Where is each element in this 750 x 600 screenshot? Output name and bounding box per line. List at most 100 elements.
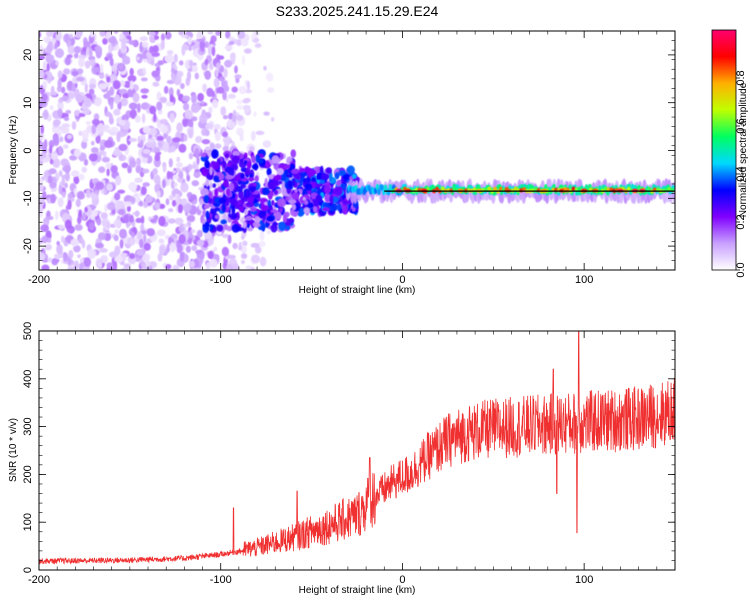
heatmap-cell (61, 95, 69, 101)
heatmap-cell (89, 83, 96, 89)
heatmap-cell (214, 188, 219, 198)
heatmap-cell (200, 42, 205, 52)
heatmap-cell (171, 72, 177, 82)
heatmap-cell (64, 219, 72, 230)
heatmap-cell (178, 143, 187, 153)
heatmap-cell (66, 134, 73, 140)
heatmap-cell (82, 47, 87, 52)
heatmap-cell (238, 85, 247, 95)
heatmap-cell (201, 168, 208, 177)
heatmap-cell (63, 68, 71, 75)
heatmap-cell (154, 202, 161, 210)
heatmap-cell (70, 238, 79, 247)
heatmap-cell (211, 149, 218, 159)
heatmap-cell (278, 180, 282, 185)
heatmap-cell (51, 258, 59, 266)
heatmap-cell (136, 103, 141, 113)
heatmap-cell (52, 158, 61, 169)
heatmap-cell (43, 36, 52, 43)
heatmap-cell (98, 83, 108, 90)
heatmap-cell (142, 182, 150, 187)
heatmap-cell (273, 211, 282, 221)
heatmap-cell (64, 33, 69, 42)
heatmap-cell (166, 135, 172, 144)
heatmap-cell (203, 195, 209, 203)
heatmap-cell (102, 38, 108, 45)
heatmap-cell (188, 231, 193, 239)
heatmap-cell (40, 224, 49, 232)
heatmap-cell (112, 149, 122, 157)
heatmap-cell (49, 105, 54, 111)
heatmap-cell (142, 149, 151, 154)
heatmap-cell (169, 94, 174, 103)
heatmap-cell (135, 164, 142, 173)
heatmap-cell (58, 125, 66, 130)
heatmap-cell (132, 92, 140, 103)
heatmap-cell (95, 134, 101, 144)
heatmap-cell (270, 117, 275, 122)
heatmap-cell (259, 256, 267, 267)
heatmap-cell (163, 85, 169, 94)
heatmap-cell (387, 188, 391, 196)
heatmap-cell (166, 50, 174, 55)
heatmap-cell (215, 62, 221, 69)
heatmap-cell (302, 196, 307, 201)
heatmap-cell (196, 229, 203, 238)
heatmap-cell (329, 194, 334, 204)
heatmap-cell (267, 199, 272, 207)
heatmap-cell (208, 192, 212, 199)
heatmap-cell (64, 171, 70, 182)
heatmap-cell (39, 160, 44, 165)
heatmap-cell (251, 163, 259, 170)
heatmap-cell (105, 221, 111, 230)
heatmap-cell (46, 31, 54, 37)
heatmap-cell (96, 217, 102, 226)
heatmap-cell (160, 39, 165, 50)
heatmap-cell (265, 159, 270, 169)
heatmap-cell (254, 43, 262, 48)
heatmap-cell (285, 225, 291, 231)
heatmap-cell (435, 186, 439, 192)
heatmap-cell (104, 140, 113, 148)
heatmap-cell (206, 87, 214, 97)
snr-frame (38, 330, 676, 571)
heatmap-cell (221, 233, 230, 238)
heatmap-cell (156, 190, 161, 198)
spectrogram-y-tick-label: -20 (22, 238, 34, 254)
heatmap-cell (90, 140, 95, 146)
heatmap-cell (179, 251, 185, 262)
heatmap-cell (342, 174, 351, 180)
heatmap-cell (222, 115, 229, 120)
heatmap-cell (440, 186, 445, 191)
heatmap-cell (121, 162, 129, 169)
heatmap-cell (205, 178, 209, 188)
heatmap-cell (194, 147, 200, 159)
heatmap-cell (240, 253, 248, 259)
heatmap-cell (127, 75, 137, 83)
heatmap-cell (191, 245, 198, 252)
heatmap-cell (202, 83, 208, 93)
heatmap-cell (252, 221, 261, 228)
heatmap-cell (73, 175, 80, 185)
heatmap-cell (91, 118, 100, 126)
heatmap-cell (182, 119, 188, 127)
heatmap-cell (169, 112, 175, 123)
heatmap-cell (246, 201, 255, 208)
heatmap-cell (105, 162, 112, 169)
heatmap-cell (352, 173, 357, 179)
heatmap-cell (271, 155, 280, 164)
heatmap-cell (270, 223, 278, 233)
heatmap-cell (176, 156, 181, 163)
colorbar-tick-label: 0.0 (735, 262, 747, 277)
heatmap-cell (201, 139, 211, 145)
heatmap-cell (214, 207, 221, 212)
heatmap-cell (128, 253, 136, 259)
heatmap-cell (46, 216, 54, 220)
heatmap-cell (250, 130, 256, 142)
heatmap-cell (106, 262, 113, 269)
heatmap-cell (238, 190, 244, 199)
heatmap-cell (75, 198, 81, 208)
heatmap-cell (222, 90, 227, 101)
heatmap-cell (81, 140, 88, 149)
heatmap-cell (94, 96, 102, 107)
